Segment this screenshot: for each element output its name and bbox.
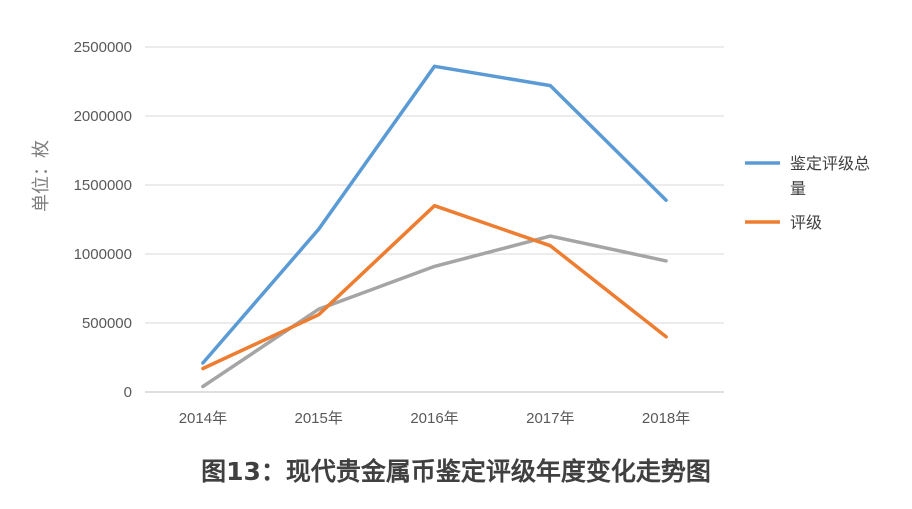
series-line-0 <box>201 64 668 365</box>
legend-label-wrap: 量 <box>790 179 806 198</box>
x-tick-label: 2018年 <box>642 410 690 427</box>
y-tick-label: 500000 <box>82 315 132 332</box>
legend-label: 评级 <box>790 213 822 232</box>
series-lines <box>201 64 668 389</box>
y-tick-label: 0 <box>124 384 132 401</box>
chart-title: 图13：现代贵金属币鉴定评级年度变化走势图 <box>201 457 711 486</box>
legend-label: 鉴定评级总 <box>790 154 870 173</box>
y-axis-title: 单位：枚 <box>31 140 52 212</box>
x-tick-labels: 2014年 2015年 2016年 2017年 2018年 <box>179 410 691 427</box>
x-tick-label: 2014年 <box>179 410 227 427</box>
y-tick-label: 2000000 <box>74 108 132 125</box>
y-tick-labels: 0 500000 1000000 1500000 2000000 2500000 <box>74 39 132 401</box>
y-tick-label: 2500000 <box>74 39 132 56</box>
line-chart: 0 500000 1000000 1500000 2000000 2500000 2014… <box>31 39 870 427</box>
x-tick-label: 2017年 <box>526 410 574 427</box>
series-line-2 <box>201 234 668 389</box>
y-tick-label: 1500000 <box>74 177 132 194</box>
y-tick-label: 1000000 <box>74 246 132 263</box>
x-tick-label: 2015年 <box>295 410 343 427</box>
x-tick-label: 2016年 <box>410 410 458 427</box>
series-line-1 <box>201 203 668 371</box>
gridlines <box>145 46 724 393</box>
